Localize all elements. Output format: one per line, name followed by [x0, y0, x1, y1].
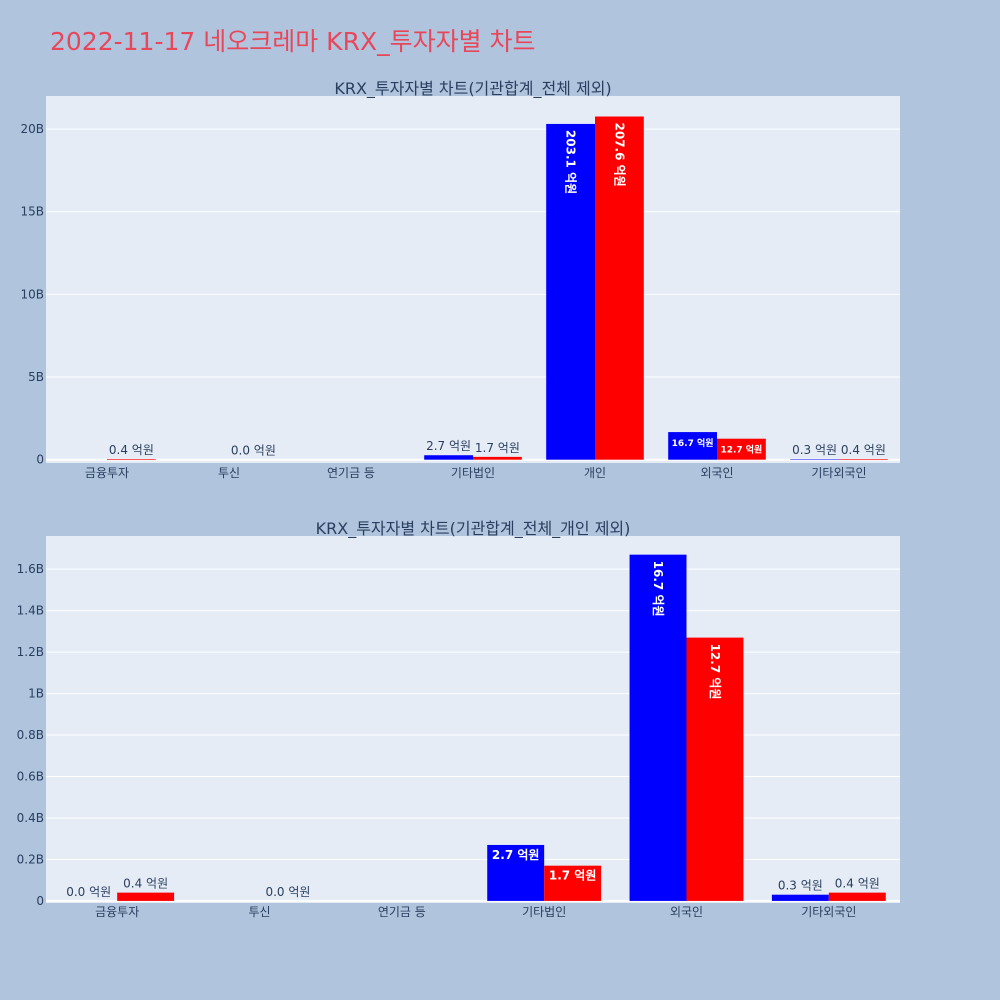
data-label: 0.4 억원: [841, 443, 886, 457]
y-tick-label: 0.4B: [17, 811, 44, 825]
data-label: 0.4 억원: [109, 443, 154, 457]
x-tick-label: 연기금 등: [327, 466, 375, 480]
x-tick-label: 기타법인: [522, 905, 566, 919]
data-label: 12.7 억원: [720, 444, 762, 456]
chart-1: 0 5B 10B 15B 20B KRX_투자자별 차트(기관합계_전체 제외) 금융투자 0…: [20, 79, 900, 480]
x-tick-label: 연기금 등: [378, 905, 426, 919]
data-label: 203.1 억원: [564, 130, 578, 194]
data-label: 1.7 억원: [475, 441, 520, 455]
y-tick-label: 10B: [20, 287, 44, 301]
bar: [839, 459, 888, 460]
y-tick-label: 0: [36, 894, 44, 908]
data-label: 2.7 억원: [492, 848, 540, 862]
bar: [686, 637, 744, 901]
bar: [668, 432, 717, 460]
bar: [546, 123, 595, 460]
y-tick-label: 1B: [28, 687, 44, 701]
x-tick-label: 투신: [248, 905, 270, 919]
bar: [117, 892, 175, 901]
bar: [544, 865, 602, 901]
chart-2: 0 0.2B 0.4B 0.6B 0.8B 1B 1.2B 1.4B 1.6B KRX_투자자별 …: [17, 519, 900, 919]
y-tick-label: 5B: [28, 370, 44, 384]
y-tick-label: 1.4B: [17, 604, 44, 618]
data-label: 1.7 억원: [549, 869, 597, 883]
bar: [107, 459, 156, 460]
bar: [828, 892, 886, 901]
y-tick-label: 15B: [20, 205, 44, 219]
x-tick-label: 외국인: [700, 466, 733, 480]
data-label: 2.7 억원: [426, 439, 471, 453]
data-label: 0.4 억원: [835, 877, 880, 891]
y-tick-label: 0.2B: [17, 852, 44, 866]
y-tick-label: 0.6B: [17, 770, 44, 784]
plot-area: [46, 536, 900, 903]
chart-title: KRX_투자자별 차트(기관합계_전체_개인 제외): [316, 519, 631, 539]
data-label: 0.0 억원: [231, 444, 276, 458]
data-label: 0.0 억원: [66, 885, 111, 899]
data-label: 16.7 억원: [672, 437, 714, 449]
data-label: 0.0 억원: [265, 885, 310, 899]
bar: [595, 116, 644, 460]
x-tick-label: 금융투자: [85, 466, 129, 480]
data-label: 0.3 억원: [778, 879, 823, 893]
data-label: 0.4 억원: [123, 877, 168, 891]
bar: [424, 455, 473, 460]
page-title: 2022-11-17 네오크레마 KRX_투자자별 차트: [50, 27, 536, 56]
data-label: 12.7 억원: [708, 644, 722, 700]
y-tick-label: 0: [36, 453, 44, 467]
bar: [473, 456, 522, 460]
bar: [771, 894, 829, 901]
x-tick-label: 기타외국인: [811, 466, 866, 480]
y-tick-label: 0.8B: [17, 728, 44, 742]
y-tick-label: 1.2B: [17, 645, 44, 659]
data-label: 0.3 억원: [792, 443, 837, 457]
data-label: 207.6 억원: [612, 122, 626, 186]
plot-area: [46, 96, 900, 463]
x-tick-label: 외국인: [670, 905, 703, 919]
chart-title: KRX_투자자별 차트(기관합계_전체 제외): [334, 79, 611, 99]
y-tick-label: 20B: [20, 122, 44, 136]
bar: [629, 554, 687, 901]
x-tick-label: 금융투자: [95, 905, 139, 919]
x-tick-label: 개인: [584, 466, 606, 480]
x-tick-label: 기타법인: [451, 466, 495, 480]
data-label: 16.7 억원: [651, 561, 665, 617]
y-tick-label: 1.6B: [17, 562, 44, 576]
x-tick-label: 투신: [218, 466, 240, 480]
bar: [487, 844, 545, 901]
x-tick-label: 기타외국인: [801, 905, 856, 919]
bar: [717, 438, 766, 460]
